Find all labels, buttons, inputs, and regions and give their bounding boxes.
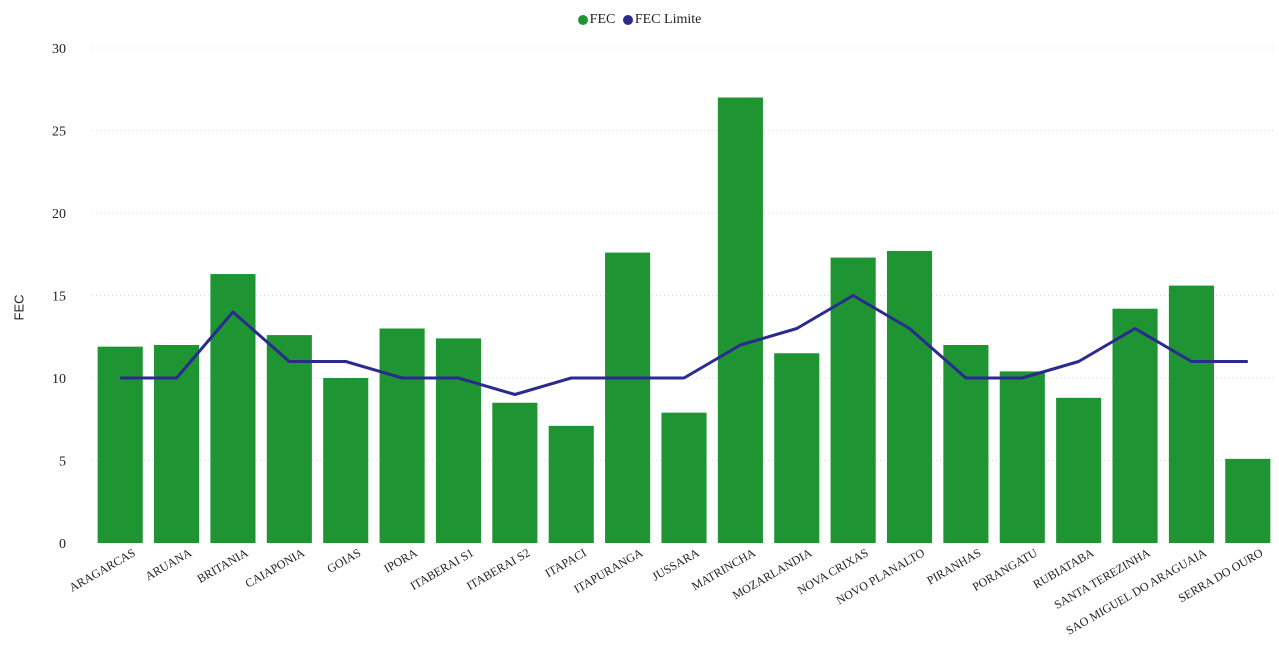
legend-fec-marker xyxy=(577,14,588,25)
y-tick-label: 20 xyxy=(52,207,66,222)
x-tick-label: IPORA xyxy=(381,545,419,575)
bar-fec xyxy=(1056,397,1102,543)
line-fec-limite xyxy=(120,294,1248,396)
x-tick-label: CAIAPONIA xyxy=(243,545,307,590)
legend: FEC FEC Limite xyxy=(0,12,1279,28)
y-tick-label: 5 xyxy=(59,455,66,470)
y-tick-label: 0 xyxy=(59,537,66,552)
x-tick-label: ARUANA xyxy=(143,545,195,583)
legend-item-fec-limite[interactable]: FEC Limite xyxy=(622,12,702,28)
bar-fec xyxy=(492,402,538,543)
x-tick-label: ITAPACI xyxy=(543,545,589,580)
bar-fec xyxy=(435,338,482,543)
bar-fec xyxy=(717,97,763,543)
bar-fec xyxy=(1112,308,1158,543)
bar-fec xyxy=(1168,285,1214,543)
bar-fec xyxy=(210,274,256,543)
bar-fec xyxy=(323,378,369,543)
bar-fec xyxy=(886,250,933,543)
x-tick-label: ARAGARCAS xyxy=(67,545,138,594)
y-tick-label: 25 xyxy=(52,125,66,140)
bar-fec xyxy=(774,353,820,543)
bar-fec xyxy=(266,335,312,543)
x-tick-label: ITABERAI S1 xyxy=(408,545,476,592)
bar-fec xyxy=(154,345,200,543)
bar-fec xyxy=(661,412,707,543)
legend-fec-limite-label: FEC Limite xyxy=(634,12,702,27)
bar-fec xyxy=(1225,458,1271,543)
y-tick-label: 15 xyxy=(52,290,66,305)
x-tick-label: ITABERAI S2 xyxy=(464,545,532,592)
y-tick-label: 10 xyxy=(52,372,66,387)
x-tick-label: GOIAS xyxy=(324,545,363,575)
bar-fec xyxy=(548,425,594,543)
bar-fec xyxy=(943,345,989,543)
bar-fec xyxy=(97,346,143,543)
legend-item-fec[interactable]: FEC xyxy=(577,12,616,28)
y-tick-label: 30 xyxy=(52,42,66,57)
x-tick-label: SANTA TEREZINHA xyxy=(1052,545,1153,612)
legend-fec-limite-marker xyxy=(622,14,633,25)
bar-fec xyxy=(999,371,1045,543)
bar-fec xyxy=(830,257,876,543)
legend-fec-label: FEC xyxy=(589,12,616,27)
bar-fec xyxy=(605,252,651,543)
bar-fec xyxy=(379,328,425,543)
